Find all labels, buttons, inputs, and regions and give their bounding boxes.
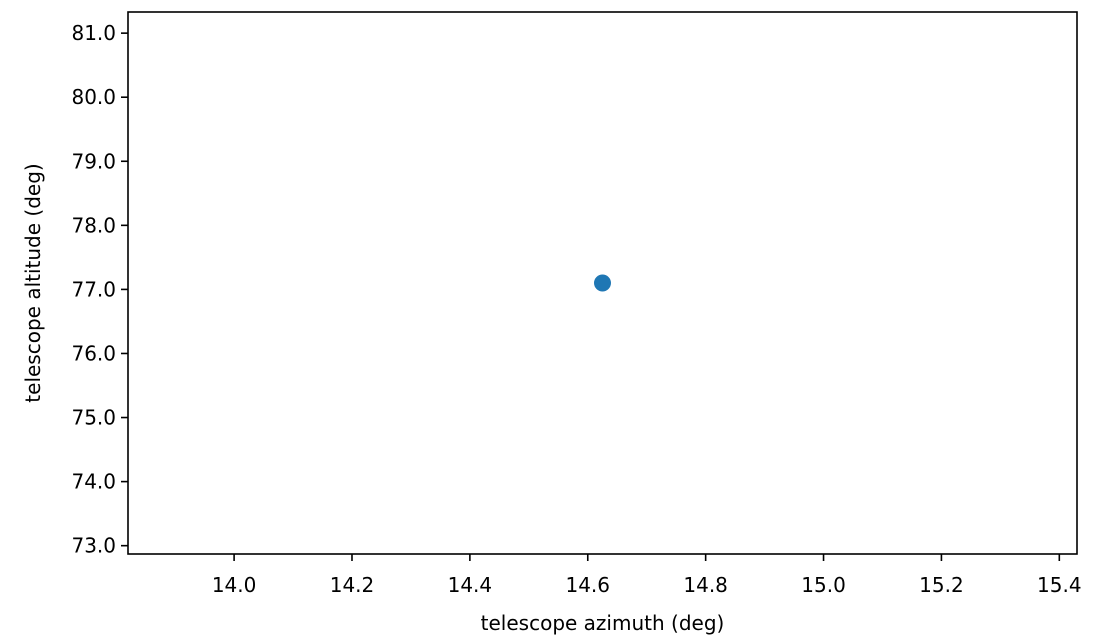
x-tick-label: 14.4 bbox=[448, 573, 493, 597]
data-point bbox=[594, 274, 611, 292]
x-tick-label: 14.8 bbox=[683, 573, 728, 597]
x-tick-label: 15.0 bbox=[801, 573, 846, 597]
y-axis-label: telescope altitude (deg) bbox=[21, 163, 45, 402]
x-tick-label: 15.4 bbox=[1037, 573, 1082, 597]
ticks-layer: 14.0 14.2 14.4 14.6 14.8 15.0 15.2 15.4 73.0 74.0… bbox=[71, 21, 1081, 597]
y-tick-label: 79.0 bbox=[71, 149, 116, 173]
y-tick-label: 80.0 bbox=[71, 85, 116, 109]
x-tick-label: 14.6 bbox=[565, 573, 610, 597]
x-tick-label: 14.0 bbox=[212, 573, 257, 597]
y-tick-label: 74.0 bbox=[71, 470, 116, 494]
y-tick-label: 77.0 bbox=[71, 277, 116, 301]
y-tick-label: 78.0 bbox=[71, 213, 116, 237]
plot-frame bbox=[127, 11, 1078, 555]
y-tick-label: 75.0 bbox=[71, 406, 116, 430]
x-axis-label: telescope azimuth (deg) bbox=[481, 611, 725, 635]
x-tick-label: 15.2 bbox=[919, 573, 964, 597]
points-layer bbox=[594, 274, 611, 292]
x-tick-label: 14.2 bbox=[330, 573, 375, 597]
y-tick-label: 73.0 bbox=[71, 534, 116, 558]
y-tick-label: 81.0 bbox=[71, 21, 116, 45]
y-tick-label: 76.0 bbox=[71, 341, 116, 365]
